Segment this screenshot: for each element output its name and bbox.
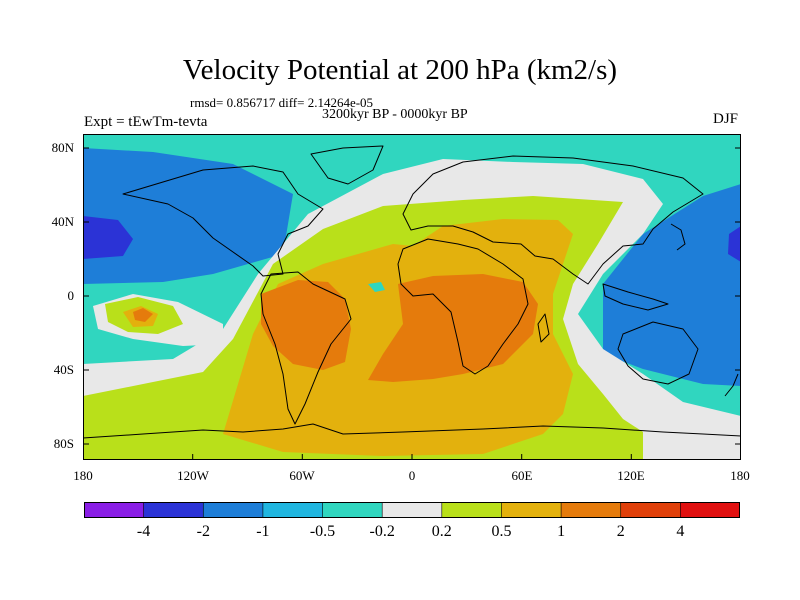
colorbar-label: 2 — [616, 523, 625, 540]
field-darkblue-pacific-west — [83, 216, 133, 259]
lat-label-80s: 80S — [53, 436, 74, 451]
colorbar-swatch — [501, 502, 562, 518]
coast-south-america — [260, 271, 352, 425]
map-panel — [83, 134, 741, 460]
lat-ticks — [83, 147, 741, 445]
lon-label-180-east: 180 — [730, 468, 750, 483]
colorbar-swatch — [441, 502, 503, 518]
colorbar-label: -4 — [136, 523, 151, 540]
colorbar-label: -0.2 — [369, 523, 395, 540]
stats-text: rmsd= 0.856717 diff= 2.14264e-05 — [190, 95, 374, 110]
lat-label-80n: 80N — [51, 140, 74, 155]
lon-label-0: 0 — [408, 468, 416, 483]
lat-label-40n: 40N — [51, 214, 74, 229]
coast-africa — [397, 238, 529, 375]
coast-europe-asia — [402, 155, 704, 285]
field-blue-west-pacific — [603, 184, 741, 386]
lon-label-120w: 120W — [177, 468, 209, 483]
coast-indonesia — [602, 283, 669, 311]
colorbar-label: 1 — [557, 523, 566, 540]
colorbar-swatch — [262, 502, 324, 518]
colorbar-label: 0.5 — [491, 523, 512, 540]
colorbar-swatch — [84, 502, 145, 518]
colorbar — [84, 502, 740, 518]
colorbar-label: 0.2 — [431, 523, 452, 540]
colorbar-swatch — [202, 502, 264, 518]
lat-label-0: 0 — [67, 288, 75, 303]
field-darkblue-pacific-east — [728, 226, 741, 262]
colorbar-swatch — [143, 502, 205, 518]
chart-title: Velocity Potential at 200 hPa (km2/s) — [182, 54, 618, 86]
lon-label-60e: 60E — [511, 468, 533, 483]
period-label: 3200kyr BP - 0000kyr BP — [322, 107, 468, 122]
colorbar-swatch — [560, 502, 622, 518]
colorbar-swatch — [322, 502, 383, 518]
field-teal-small-cell — [368, 282, 385, 292]
coast-north-america — [122, 165, 324, 277]
lon-ticks — [192, 454, 632, 460]
colorbar-swatch — [620, 502, 682, 518]
coast-greenland — [310, 145, 384, 185]
colorbar-label: -1 — [256, 523, 270, 540]
season-label: DJF — [712, 111, 738, 127]
colorbar-label: -2 — [196, 523, 210, 540]
field-orange-pacific-core — [133, 308, 153, 322]
lon-label-180-west: 180 — [73, 468, 93, 483]
contour-fields — [83, 134, 741, 460]
colorbar-swatch — [680, 502, 740, 518]
coast-japan — [670, 223, 686, 251]
coast-new-zealand — [724, 373, 739, 397]
lat-label-40s: 40S — [53, 362, 74, 377]
colorbar-label: -0.5 — [309, 523, 336, 540]
lon-label-60w: 60W — [289, 468, 315, 483]
coast-australia — [617, 321, 699, 385]
coast-antarctica — [83, 423, 741, 439]
experiment-label: Expt = tEwTm-tevta — [84, 114, 208, 130]
colorbar-swatch — [381, 502, 443, 518]
coast-madagascar — [537, 313, 550, 343]
field-blue-north-pacific — [83, 148, 293, 284]
lon-label-120e: 120E — [617, 468, 645, 483]
colorbar-label: 4 — [676, 523, 685, 540]
field-orange-south-america — [261, 280, 351, 370]
coastlines — [83, 145, 741, 439]
